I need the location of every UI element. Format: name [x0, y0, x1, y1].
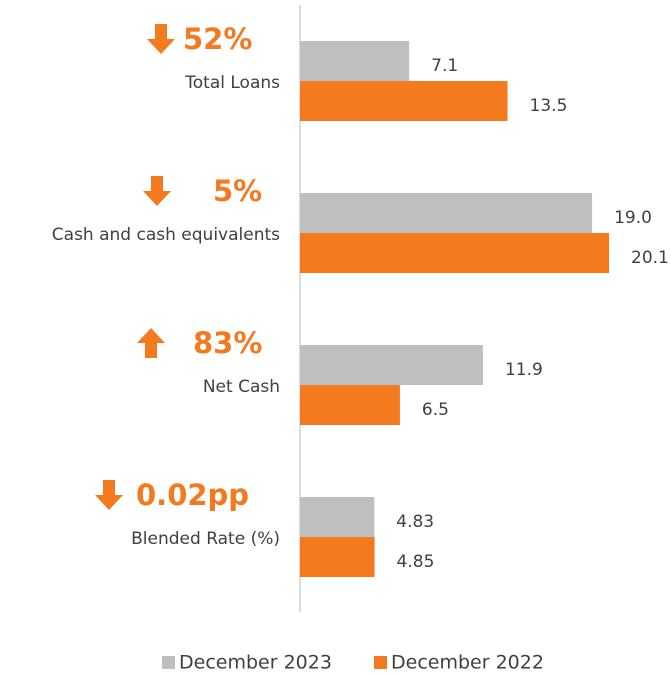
value-label: 11.9 [505, 360, 543, 380]
bar [300, 233, 609, 273]
bar [300, 497, 375, 537]
value-label: 4.85 [397, 552, 435, 572]
annotation: 52% [183, 22, 252, 56]
bar [300, 81, 508, 121]
bar [300, 345, 483, 385]
category-label: Total Loans [184, 73, 280, 93]
value-label: 4.83 [396, 512, 434, 532]
bar [300, 193, 593, 233]
legend-swatch [162, 656, 175, 669]
value-label: 20.1 [631, 248, 669, 268]
annotation: 83% [193, 326, 262, 360]
legend-label: December 2023 [179, 652, 332, 674]
annotation: 0.02pp [136, 478, 249, 512]
legend-label: December 2022 [391, 652, 544, 674]
value-label: 19.0 [614, 208, 652, 228]
value-label: 7.1 [431, 56, 458, 76]
bar [300, 537, 375, 577]
arrow-down [143, 176, 171, 206]
category-label: Blended Rate (%) [131, 529, 280, 549]
value-label: 6.5 [422, 400, 449, 420]
arrow-up [137, 328, 165, 358]
annotation: 5% [213, 174, 262, 208]
value-label: 13.5 [530, 96, 568, 116]
category-label: Net Cash [203, 377, 280, 397]
category-label: Cash and cash equivalents [52, 225, 280, 245]
arrow-down [147, 24, 175, 54]
bar [300, 385, 400, 425]
bar [300, 41, 410, 81]
legend-swatch [374, 656, 387, 669]
arrow-down [95, 480, 123, 510]
